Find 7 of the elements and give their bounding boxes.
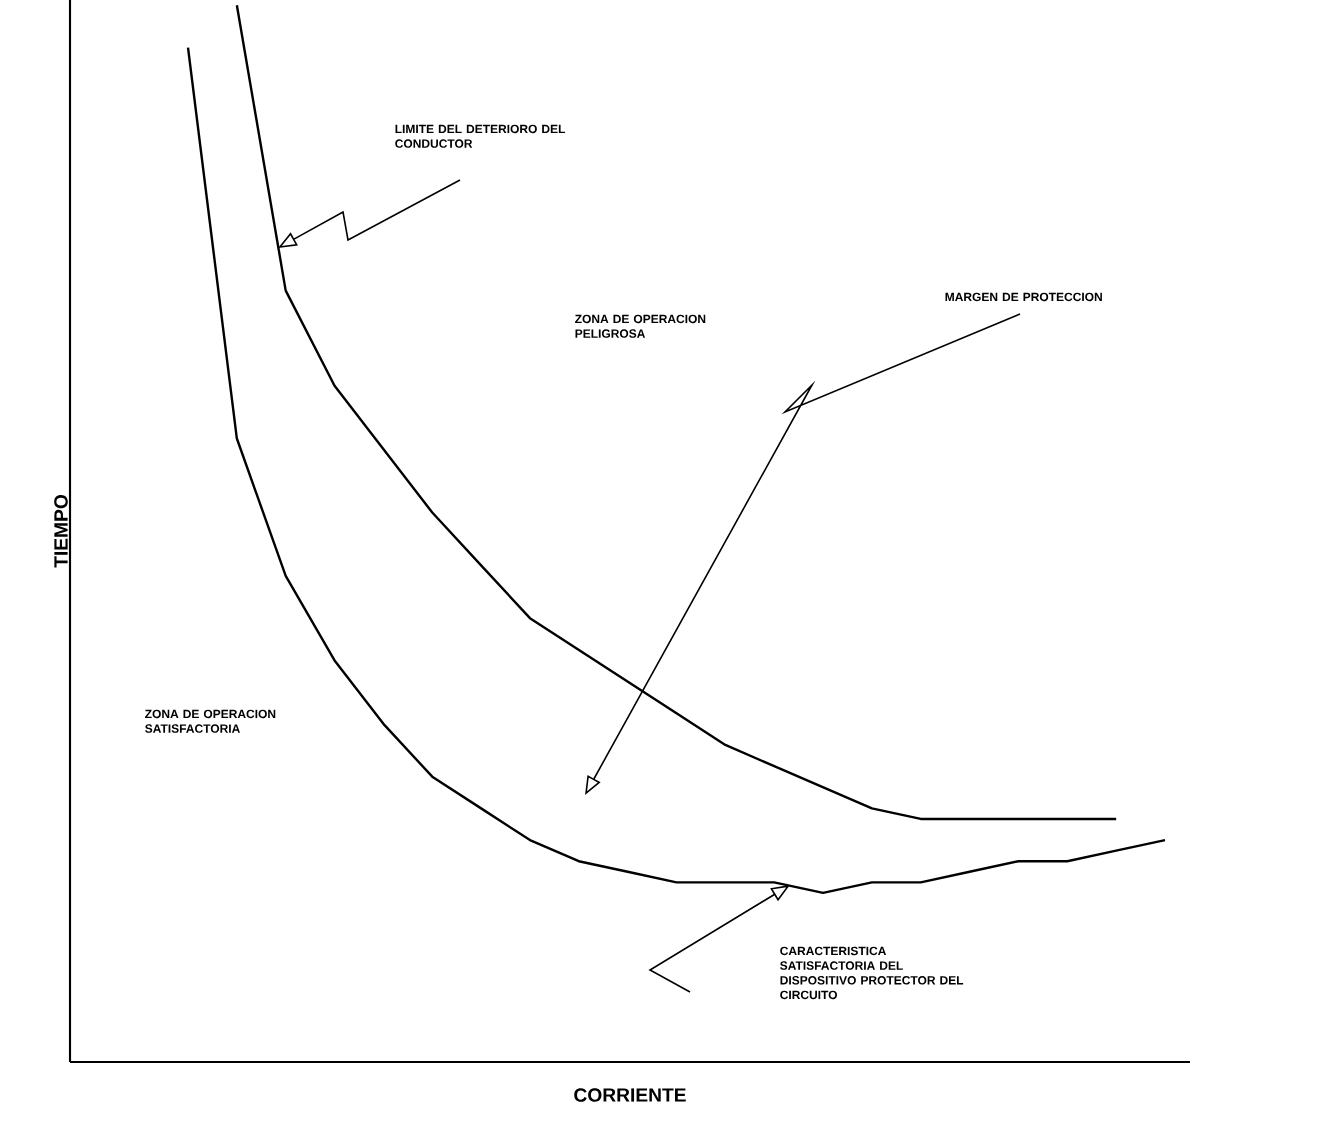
y-axis-title: TIEMPO	[54, 494, 68, 568]
annotation: ZONA DE OPERACION SATISFACTORIA	[145, 709, 276, 733]
annotation: LIMITE DEL DETERIORO DEL CONDUCTOR	[395, 124, 566, 148]
annotation: MARGEN DE PROTECCION	[945, 292, 1102, 302]
x-axis-title: CORRIENTE	[574, 1088, 686, 1102]
annotation: ZONA DE OPERACION PELIGROSA	[575, 314, 706, 338]
annotation: CARACTERISTICA SATISFACTORIA DEL DISPOSITIVO PROTECTOR DEL CIRCUITO	[780, 946, 964, 1000]
